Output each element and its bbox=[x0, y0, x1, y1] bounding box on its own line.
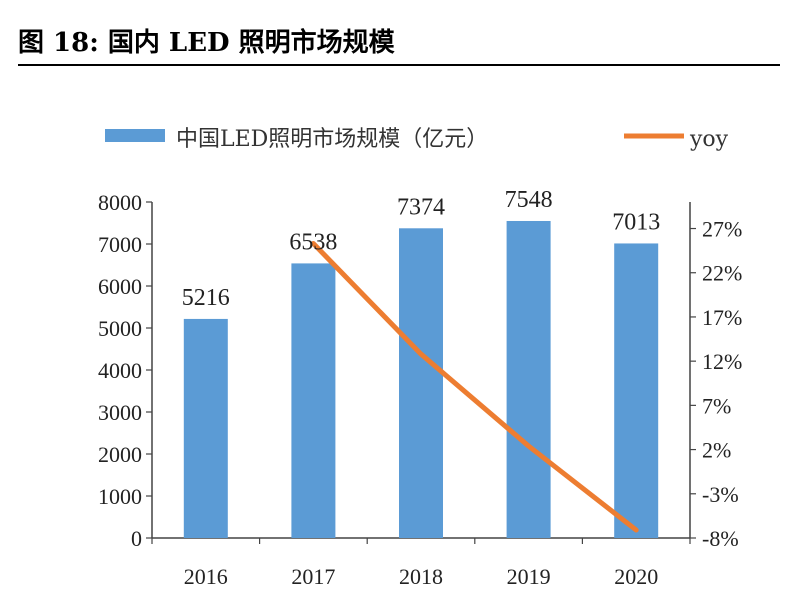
legend-label-line: yoy bbox=[689, 127, 729, 152]
bar bbox=[506, 220, 551, 538]
right-tick-label: 27% bbox=[702, 217, 742, 242]
figure-title: 图 18: 国内 LED 照明市场规模 bbox=[18, 28, 395, 58]
right-tick-label: 22% bbox=[702, 261, 742, 286]
x-tick-label: 2018 bbox=[399, 564, 443, 589]
legend: 中国LED照明市场规模（亿元） yoy bbox=[105, 127, 729, 152]
bar bbox=[399, 228, 443, 539]
right-tick-label: 17% bbox=[702, 305, 742, 330]
left-tick-label: 0 bbox=[131, 526, 142, 551]
right-tick-label: -8% bbox=[702, 526, 739, 551]
x-tick-label: 2017 bbox=[291, 564, 335, 589]
left-tick-label: 8000 bbox=[98, 190, 142, 215]
bar-series bbox=[183, 220, 659, 539]
yoy-series bbox=[310, 241, 639, 533]
legend-label-bar: 中国LED照明市场规模（亿元） bbox=[176, 127, 488, 152]
data-label: 7013 bbox=[612, 209, 660, 235]
data-label: 7374 bbox=[397, 194, 445, 220]
right-tick-label: 2% bbox=[702, 438, 731, 463]
left-tick-label: 4000 bbox=[98, 358, 142, 383]
data-label: 6538 bbox=[289, 229, 337, 255]
bar bbox=[291, 263, 336, 538]
left-tick-label: 7000 bbox=[98, 232, 142, 257]
left-tick-label: 6000 bbox=[98, 274, 142, 299]
x-tick-label: 2016 bbox=[184, 564, 228, 589]
yoy-line bbox=[310, 241, 639, 533]
left-tick-label: 5000 bbox=[98, 316, 142, 341]
bar bbox=[183, 318, 228, 538]
legend-swatch-bar bbox=[105, 129, 165, 142]
x-tick-label: 2019 bbox=[507, 564, 551, 589]
left-tick-label: 2000 bbox=[98, 442, 142, 467]
title-divider bbox=[18, 64, 780, 66]
left-tick-label: 3000 bbox=[98, 400, 142, 425]
data-labels: 5216 6538 7374 7548 7013 bbox=[182, 187, 660, 311]
right-tick-label: 12% bbox=[702, 349, 742, 374]
right-tick-label: 7% bbox=[702, 393, 731, 418]
data-label: 5216 bbox=[182, 285, 230, 311]
axes: 0 1000 2000 3000 4000 5000 6000 7000 8000 -8% -3% 2… bbox=[98, 190, 742, 589]
x-tick-label: 2020 bbox=[614, 564, 658, 589]
left-tick-label: 1000 bbox=[98, 484, 142, 509]
bar bbox=[614, 243, 659, 539]
right-tick-label: -3% bbox=[702, 482, 739, 507]
data-label: 7548 bbox=[505, 187, 553, 213]
